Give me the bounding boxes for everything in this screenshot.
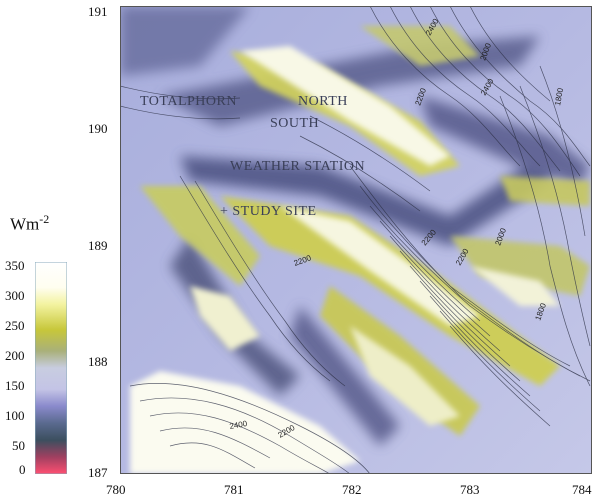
map-frame <box>120 6 592 474</box>
y-tick-187: 187 <box>88 465 108 480</box>
contour-label: 1800 <box>553 87 565 107</box>
contour-label: 2400 <box>229 419 249 431</box>
map-canvas: 2400 2200 2200 2200 2400 2200 2000 1800 … <box>119 5 592 475</box>
y-tick-191: 191 <box>88 4 108 19</box>
colorbar <box>34 261 68 475</box>
label-totalphorn: TOTALPHORN <box>140 94 237 109</box>
y-tick-190: 190 <box>88 121 108 136</box>
label-weather-station: WEATHER STATION <box>230 159 366 174</box>
colorbar-unit: Wm-2 <box>10 212 49 235</box>
radiation-map: 2400 2200 2200 2200 2400 2200 2000 1800 … <box>119 5 592 475</box>
colorbar-tick-300: 300 <box>5 288 25 303</box>
colorbar-unit-exponent: -2 <box>39 212 50 226</box>
x-tick-782: 782 <box>342 482 362 497</box>
colorbar-tick-100: 100 <box>5 408 25 423</box>
contour-lines <box>119 5 591 475</box>
y-tick-189: 189 <box>88 238 108 253</box>
colorbar-tick-0: 0 <box>19 462 26 477</box>
colorbar-tick-150: 150 <box>5 378 25 393</box>
colorbar-tick-350: 350 <box>5 258 25 273</box>
y-tick-188: 188 <box>88 354 108 369</box>
x-tick-780: 780 <box>106 482 126 497</box>
colorbar-gradient <box>34 261 68 475</box>
colorbar-unit-base: Wm <box>10 214 40 234</box>
x-tick-781: 781 <box>224 482 244 497</box>
colorbar-tick-50: 50 <box>12 438 25 453</box>
colorbar-tick-250: 250 <box>5 318 25 333</box>
colorbar-tick-200: 200 <box>5 348 25 363</box>
label-north: NORTH <box>298 94 348 109</box>
x-tick-784: 784 <box>572 482 592 497</box>
label-study-site: + STUDY SITE <box>220 204 317 219</box>
x-tick-783: 783 <box>460 482 480 497</box>
label-south: SOUTH <box>270 116 320 131</box>
